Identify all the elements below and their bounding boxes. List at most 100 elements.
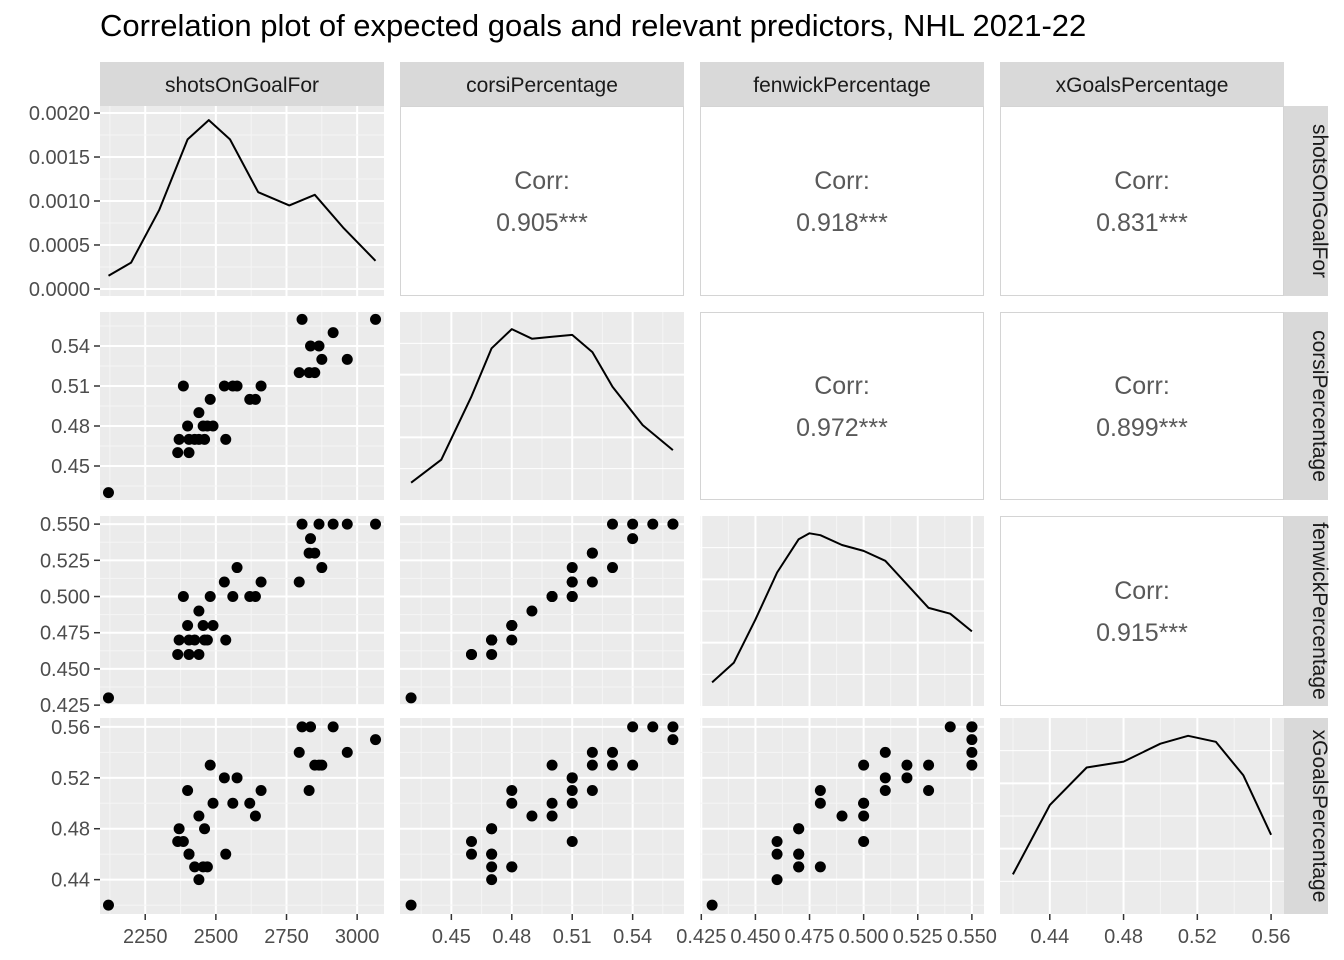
y-tick-label-3-3: 0.56: [51, 717, 90, 739]
chart-title: Correlation plot of expected goals and r…: [100, 8, 1087, 43]
scatter-point-2-0-8: [193, 605, 205, 617]
scatter-point-1-0-11: [199, 433, 211, 445]
scatter-point-2-0-16: [220, 634, 232, 646]
scatter-point-3-1-0: [405, 899, 417, 911]
y-tick-label-2-2: 0.475: [40, 623, 90, 645]
scatter-point-3-2-21: [879, 785, 891, 797]
y-tick-label-2-0: 0.425: [40, 695, 90, 717]
scatter-point-1-0-5: [183, 447, 195, 459]
scatter-point-2-0-9: [193, 648, 205, 660]
scatter-point-3-0-12: [201, 861, 213, 873]
x-tick-label-2-2: 0.475: [784, 926, 834, 948]
scatter-point-3-0-0: [102, 899, 114, 911]
y-tick-label-2-4: 0.525: [40, 550, 90, 572]
scatter-point-3-0-13: [204, 759, 216, 771]
scatter-point-3-0-20: [249, 810, 261, 822]
scatter-point-3-2-19: [858, 797, 870, 809]
scatter-point-3-2-9: [771, 874, 783, 886]
scatter-point-3-2-18: [901, 772, 913, 784]
scatter-point-1-0-15: [218, 380, 230, 392]
density-line-corsiPercentage: [410, 328, 674, 484]
scatter-point-3-2-24: [923, 785, 935, 797]
scatter-point-2-0-15: [218, 576, 230, 588]
scatter-point-3-0-21: [255, 785, 267, 797]
corr-label-0-3: Corr:: [1114, 167, 1170, 195]
scatter-point-3-0-24: [303, 785, 315, 797]
corr-label-0-2: Corr:: [814, 167, 870, 195]
scatter-point-3-0-29: [327, 721, 339, 733]
x-tick-label-2-3: 0.500: [839, 926, 889, 948]
corr-panel-1-3: [1000, 312, 1284, 500]
scatter-point-2-0-4: [182, 619, 194, 631]
corr-label-0-1: Corr:: [514, 167, 570, 195]
scatter-point-3-0-7: [189, 861, 201, 873]
scatter-point-3-2-28: [901, 759, 913, 771]
scatter-point-2-0-3: [177, 591, 189, 603]
scatter-point-3-0-15: [218, 772, 230, 784]
y-tick-label-1-3: 0.54: [51, 336, 90, 358]
y-tick-label-1-0: 0.45: [51, 456, 90, 478]
scatter-point-3-0-14: [207, 797, 219, 809]
scatter-point-3-1-7: [486, 861, 498, 873]
density-line-fenwickPercentage: [711, 532, 973, 684]
scatter-point-3-0-8: [193, 810, 205, 822]
scatter-point-3-2-0: [706, 899, 718, 911]
scatter-point-2-1-28: [606, 562, 618, 574]
scatter-point-3-0-31: [370, 734, 382, 746]
corr-label-1-2: Corr:: [814, 372, 870, 400]
scatter-point-3-2-29: [966, 721, 978, 733]
corr-panel-0-1: [400, 106, 684, 296]
scatter-point-3-0-18: [231, 772, 243, 784]
strip-top-fenwickPercentage: [700, 62, 984, 106]
y-tick-label-0-3: 0.0015: [29, 147, 90, 169]
scatter-point-3-0-11: [199, 823, 211, 835]
scatter-point-3-0-3: [177, 835, 189, 847]
scatter-point-3-2-20: [858, 810, 870, 822]
scatter-point-3-2-30: [966, 746, 978, 758]
scatter-point-3-0-4: [182, 785, 194, 797]
scatter-point-3-1-11: [486, 823, 498, 835]
scatter-point-3-0-6: [183, 848, 195, 860]
x-tick-label-2-4: 0.525: [893, 926, 943, 948]
scatter-point-3-1-28: [606, 759, 618, 771]
y-tick-label-0-0: 0.0000: [29, 279, 90, 301]
scatter-point-3-0-9: [193, 874, 205, 886]
strip-label-right-corsiPercentage: corsiPercentage: [1308, 330, 1331, 482]
scatter-point-3-0-17: [227, 797, 239, 809]
scatter-point-2-0-5: [183, 648, 195, 660]
scatter-point-1-0-20: [249, 393, 261, 405]
scatter-point-1-0-8: [193, 407, 205, 419]
x-tick-label-2-0: 0.425: [676, 926, 726, 948]
scatter-point-2-1-30: [606, 518, 618, 530]
y-tick-label-0-4: 0.0020: [29, 103, 90, 125]
strip-top-corsiPercentage: [400, 62, 684, 106]
scatter-point-2-1-26: [586, 547, 598, 559]
scatter-point-3-1-27: [627, 759, 639, 771]
scatter-point-2-0-12: [201, 634, 213, 646]
scatter-point-2-0-2: [173, 634, 185, 646]
scatter-point-2-0-10: [197, 619, 209, 631]
scatter-point-1-0-4: [182, 420, 194, 432]
x-tick-label-2-5: 0.550: [947, 926, 997, 948]
scatter-point-3-1-23: [667, 721, 679, 733]
scatter-point-3-2-14: [814, 797, 826, 809]
scatter-point-2-0-29: [327, 518, 339, 530]
corr-value-2-3: 0.915***: [1096, 619, 1188, 647]
y-tick-label-3-2: 0.52: [51, 768, 90, 790]
scatter-point-3-2-8: [836, 810, 848, 822]
scatter-point-2-0-22: [293, 576, 305, 588]
scatter-point-1-0-18: [231, 380, 243, 392]
scatter-point-3-1-24: [586, 785, 598, 797]
scatter-point-2-0-23: [296, 518, 308, 530]
scatter-point-3-0-25: [305, 721, 317, 733]
scatter-point-3-1-5: [466, 848, 478, 860]
scatter-point-1-0-0: [102, 487, 114, 499]
scatter-point-3-2-13: [858, 759, 870, 771]
corr-value-0-2: 0.918***: [796, 209, 888, 237]
strip-label-top-xGoalsPercentage: xGoalsPercentage: [1056, 74, 1229, 97]
scatter-point-3-1-31: [667, 734, 679, 746]
scatter-point-3-2-31: [966, 734, 978, 746]
scatter-point-2-1-9: [486, 648, 498, 660]
scatter-point-3-2-10: [814, 861, 826, 873]
